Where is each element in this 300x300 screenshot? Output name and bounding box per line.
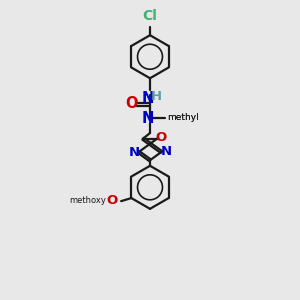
- Text: methyl: methyl: [167, 113, 199, 122]
- Text: methoxy: methoxy: [70, 196, 106, 206]
- Text: N: N: [142, 91, 154, 106]
- Text: O: O: [126, 96, 138, 111]
- Text: H: H: [151, 90, 162, 103]
- Text: N: N: [160, 145, 171, 158]
- Text: O: O: [155, 131, 166, 144]
- Text: N: N: [129, 146, 140, 159]
- Text: O: O: [107, 194, 118, 207]
- Text: N: N: [141, 111, 154, 126]
- Text: methyl: methyl: [167, 113, 199, 122]
- Text: Cl: Cl: [142, 9, 158, 23]
